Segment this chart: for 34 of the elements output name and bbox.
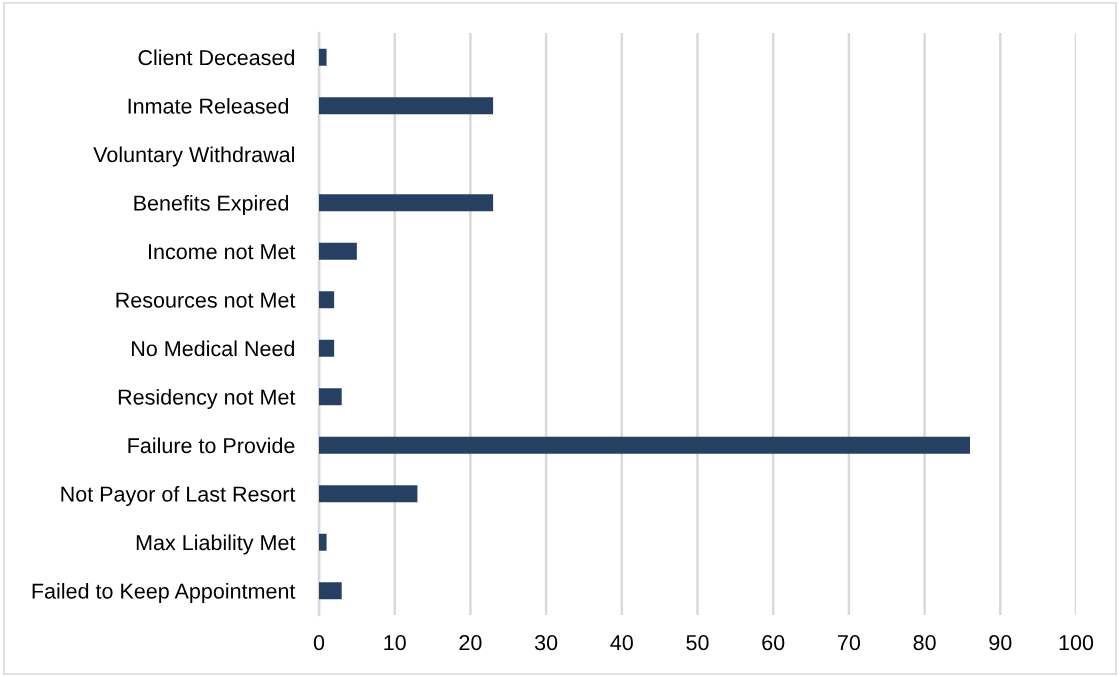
- bar: [319, 388, 342, 406]
- y-tick-label: No Medical Need: [132, 340, 295, 357]
- x-tick-label: 70: [838, 635, 861, 651]
- x-tick-label: 0: [313, 635, 325, 651]
- y-tick-label: Benefits Expired: [134, 194, 289, 216]
- x-tick-label: 50: [686, 635, 709, 651]
- x-tick-label: 30: [534, 635, 558, 651]
- bar: [319, 48, 327, 66]
- bar: [319, 194, 494, 212]
- bar: [319, 242, 357, 260]
- y-tick-label: Residency not Met: [118, 388, 296, 410]
- y-tick-label: Client Deceased: [138, 49, 295, 66]
- bar: [319, 97, 494, 115]
- x-tick-label: 80: [913, 635, 936, 651]
- bar: [319, 291, 335, 309]
- bar: [319, 436, 971, 454]
- x-tick-label: 10: [384, 635, 406, 651]
- y-tick-label: Income not Met: [149, 244, 296, 260]
- y-tick-label: Failure to Provide: [128, 437, 295, 454]
- y-tick-label: Failed to Keep Appointment: [32, 582, 296, 604]
- y-tick-label: Not Payor of Last Resort: [61, 485, 296, 507]
- x-tick-label: 100: [1059, 635, 1094, 651]
- bar: [319, 582, 342, 600]
- y-tick-label: Max Liability Met: [136, 534, 296, 555]
- x-tick-label: 40: [610, 635, 633, 651]
- y-tick-label: Resources not Met: [116, 292, 296, 308]
- y-tick-label: Inmate Released: [128, 97, 289, 114]
- bar: [319, 339, 335, 357]
- bar: [319, 533, 327, 551]
- y-tick-label: Voluntary Withdrawal: [93, 146, 294, 167]
- x-tick-label: 60: [762, 635, 785, 651]
- x-tick-label: 90: [989, 635, 1012, 651]
- x-tick-label: 20: [459, 635, 482, 651]
- bar: [319, 485, 418, 503]
